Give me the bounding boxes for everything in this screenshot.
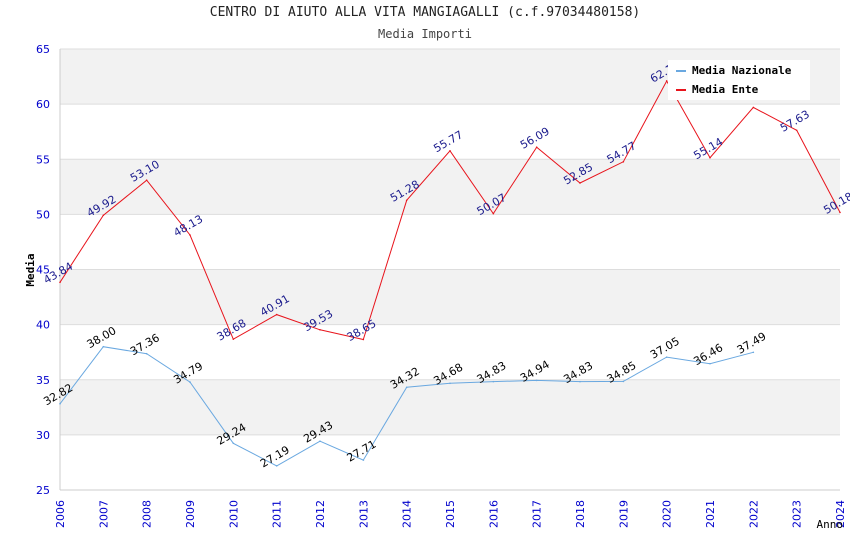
x-tick-label: 2021: [704, 500, 717, 528]
legend-item-media-nazionale: Media Nazionale: [676, 64, 791, 78]
x-tick-label: 2020: [661, 500, 674, 528]
data-point: [405, 386, 408, 389]
data-point: [622, 160, 625, 163]
data-point: [752, 106, 755, 109]
data-point: [59, 402, 61, 405]
legend-swatch-media-nazionale: [676, 70, 686, 72]
data-point: [275, 313, 278, 316]
grid-band: [60, 214, 840, 270]
data-point: [709, 362, 711, 365]
x-tick-label: 2008: [141, 500, 154, 528]
data-point: [492, 212, 495, 215]
legend: Media Nazionale Media Ente: [668, 60, 810, 100]
legend-swatch-media-ente: [676, 89, 686, 91]
x-tick-label: 2019: [617, 500, 630, 528]
data-point: [275, 465, 278, 467]
y-tick-label: 60: [36, 98, 50, 111]
y-tick-label: 55: [36, 153, 50, 166]
legend-item-media-ente: Media Ente: [676, 83, 758, 97]
data-point: [579, 182, 581, 184]
x-tick-label: 2018: [574, 500, 587, 528]
data-point: [752, 351, 755, 354]
chart-subtitle: Media Importi: [378, 27, 472, 41]
grid-band: [60, 324, 840, 380]
x-tick-label: 2015: [444, 500, 457, 528]
grid-band: [60, 269, 840, 325]
data-point: [232, 442, 235, 445]
data-point: [59, 281, 61, 284]
data-point: [102, 345, 105, 348]
data-point: [492, 380, 495, 383]
data-point: [145, 179, 148, 181]
grid-band: [60, 159, 840, 215]
data-point: [535, 146, 538, 149]
data-point: [622, 380, 625, 383]
data-point: [319, 440, 321, 442]
data-point: [795, 129, 798, 132]
data-point: [709, 156, 711, 159]
data-point: [449, 149, 451, 152]
y-axis-title: Media: [24, 253, 37, 286]
x-tick-label: 2006: [54, 500, 67, 528]
chart-title: CENTRO DI AIUTO ALLA VITA MANGIAGALLI (c…: [209, 5, 641, 20]
data-point: [449, 382, 451, 385]
data-point: [405, 199, 408, 202]
legend-label-media-ente: Media Ente: [692, 83, 759, 96]
data-point: [665, 80, 668, 82]
data-point: [189, 234, 191, 236]
grid-band: [60, 434, 840, 490]
x-tick-label: 2011: [271, 500, 284, 528]
y-tick-label: 50: [36, 208, 50, 221]
x-tick-label: 2012: [314, 500, 327, 528]
data-point: [362, 459, 365, 461]
y-tick-label: 65: [36, 43, 50, 56]
x-tick-label: 2009: [184, 500, 197, 528]
data-point: [319, 329, 321, 331]
data-point: [232, 338, 235, 340]
x-tick-label: 2013: [357, 500, 370, 528]
y-tick-label: 40: [36, 319, 50, 332]
data-point: [102, 214, 105, 217]
data-point: [839, 211, 841, 214]
x-tick-label: 2014: [401, 500, 414, 528]
x-tick-label: 2017: [531, 500, 544, 528]
data-point: [145, 352, 148, 355]
data-point: [362, 338, 365, 341]
y-tick-label: 25: [36, 484, 50, 497]
x-tick-label: 2016: [487, 500, 500, 528]
x-tick-label: 2010: [227, 500, 240, 528]
x-tick-label: 2024: [834, 500, 847, 528]
grid-band: [60, 379, 840, 435]
data-point: [535, 379, 538, 382]
data-point: [665, 356, 668, 358]
data-point: [579, 380, 581, 383]
x-tick-label: 2022: [747, 500, 760, 528]
data-point: [189, 381, 191, 383]
x-tick-label: 2007: [97, 500, 110, 528]
x-tick-label: 2023: [791, 500, 804, 528]
legend-label-media-nazionale: Media Nazionale: [692, 64, 792, 77]
y-tick-label: 35: [36, 374, 50, 387]
y-tick-label: 30: [36, 429, 50, 442]
y-tick-label: 45: [36, 264, 50, 277]
x-axis-title: Anno: [817, 518, 844, 531]
